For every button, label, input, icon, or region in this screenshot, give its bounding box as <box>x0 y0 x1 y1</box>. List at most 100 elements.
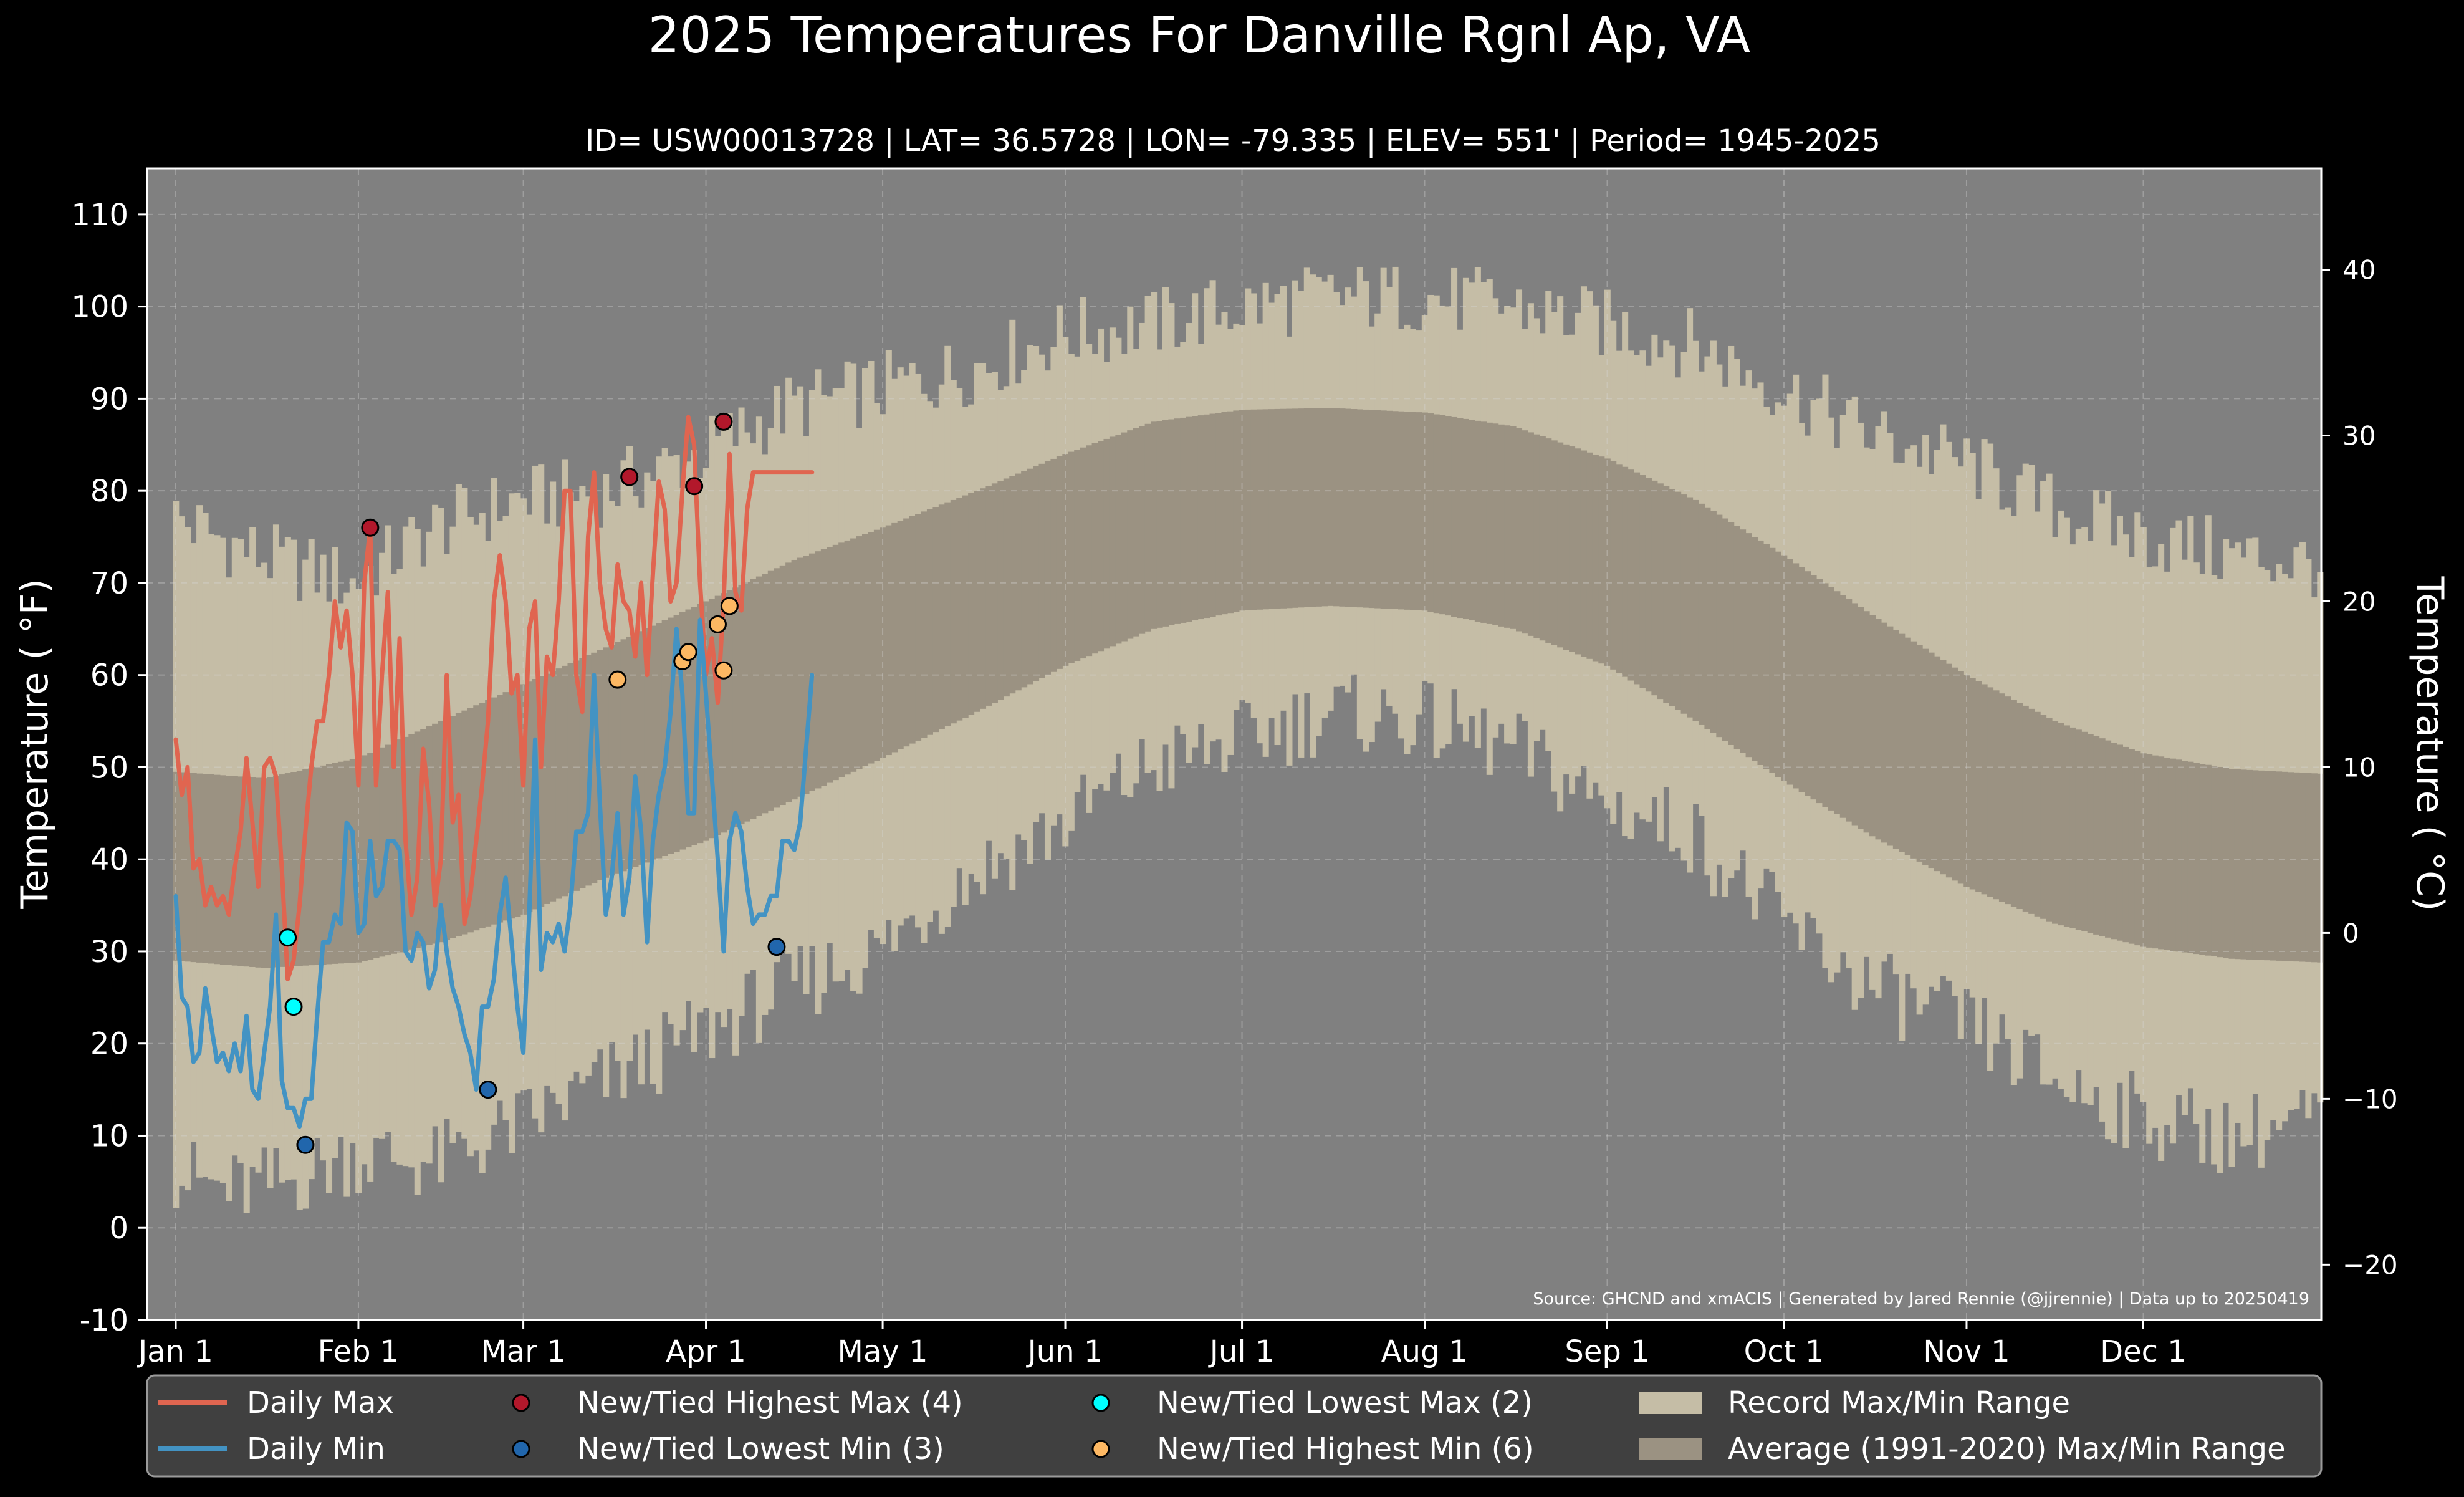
normal-range-bar <box>1327 408 1334 606</box>
normal-range-bar <box>1421 412 1428 611</box>
y-tick-label: 110 <box>71 198 128 233</box>
normal-range-bar <box>514 686 521 917</box>
normal-range-bar <box>2228 769 2235 959</box>
y2-tick-label: 30 <box>2342 421 2375 451</box>
legend-highest-min-marker <box>1091 1440 1110 1458</box>
normal-range-bar <box>1975 681 1982 892</box>
normal-range-bar <box>950 499 957 724</box>
normal-range-bar <box>1616 464 1623 673</box>
normal-range-bar <box>1798 567 1805 792</box>
normal-range-bar <box>1769 547 1776 773</box>
normal-range-bar <box>891 522 898 753</box>
normal-range-bar <box>1462 418 1469 620</box>
normal-range-bar <box>420 729 427 947</box>
legend-normal-range-swatch <box>1639 1438 1702 1460</box>
normal-range-bar <box>1704 507 1711 729</box>
normal-range-bar <box>320 765 327 965</box>
normal-range-bar <box>2246 769 2253 960</box>
normal-range-bar <box>361 755 368 961</box>
y-axis-right: −20 −10 0 10 20 30 40 <box>2321 255 2398 1280</box>
x-tick-label: Jun 1 <box>1026 1334 1103 1369</box>
normal-range-bar <box>803 556 810 794</box>
normal-range-bar <box>1869 615 1876 837</box>
normal-range-bar <box>1863 611 1870 833</box>
normal-range-bar <box>1545 438 1552 643</box>
y2-tick-label: 0 <box>2342 918 2359 948</box>
normal-range-bar <box>202 774 209 963</box>
normal-range-bar <box>1722 518 1728 741</box>
normal-range-bar <box>1380 410 1387 609</box>
normal-range-bar <box>2258 770 2265 960</box>
normal-range-bar <box>980 488 987 709</box>
normal-range-bar <box>897 521 904 749</box>
plot-border <box>146 167 2323 1321</box>
legend-lowest-min: New/Tied Lowest Min (3) <box>577 1432 944 1466</box>
normal-range-bar <box>1669 489 1675 706</box>
normal-range-bar <box>1781 555 1788 781</box>
normal-range-bar <box>2122 746 2129 943</box>
normal-range-bar <box>797 557 804 797</box>
normal-range-bar <box>1828 587 1834 811</box>
normal-range-bar <box>721 593 727 833</box>
y-axis-label-left: Temperature ( °F) <box>13 579 57 910</box>
normal-range-bar <box>379 747 386 957</box>
highest-min-marker <box>720 597 739 615</box>
y-tick-label: 100 <box>71 290 128 325</box>
normal-range-bar <box>1551 440 1558 645</box>
normal-range-bar <box>880 527 886 758</box>
normal-range-bar <box>1050 458 1057 672</box>
normal-range-bar <box>2288 772 2294 961</box>
normal-range-bar <box>1239 410 1245 611</box>
normal-range-bar <box>390 742 397 954</box>
normal-range-bar <box>1162 420 1169 627</box>
normal-range-bar <box>2010 700 2017 907</box>
normal-range-bar <box>691 607 697 845</box>
normal-range-bar <box>1569 446 1576 652</box>
normal-range-bar <box>1875 619 1882 840</box>
normal-range-bar <box>1627 469 1634 681</box>
normal-range-bar <box>1598 456 1605 664</box>
normal-range-bar <box>1922 648 1929 865</box>
normal-range-bar <box>173 771 180 961</box>
normal-range-bar <box>1109 436 1116 647</box>
normal-range-bar <box>767 570 774 811</box>
y2-tick-label: −10 <box>2342 1084 2398 1114</box>
normal-range-bar <box>1451 416 1458 617</box>
lowest-min-marker <box>767 938 786 956</box>
highest-max-marker <box>620 468 639 486</box>
normal-range-bar <box>997 481 1004 700</box>
normal-range-bar <box>1928 652 1935 869</box>
normal-range-bar <box>2040 715 2047 919</box>
normal-range-bar <box>1098 441 1105 652</box>
normal-range-bar <box>1209 413 1216 617</box>
normal-range-bar <box>750 579 757 819</box>
normal-range-bar <box>1439 415 1446 615</box>
normal-range-bar <box>2281 771 2288 961</box>
normal-range-bar <box>1368 410 1375 609</box>
normal-range-bar <box>1215 413 1222 616</box>
normal-range-bar <box>2252 770 2259 960</box>
normal-range-bar <box>1168 419 1175 625</box>
normal-range-bar <box>1651 480 1658 696</box>
normal-range-bar <box>1563 444 1570 650</box>
normal-range-bar <box>355 758 362 963</box>
normal-range-bar <box>1492 423 1499 625</box>
y-tick-label: 50 <box>90 750 128 785</box>
normal-range-bar <box>1740 529 1747 753</box>
normal-range-bar <box>1474 420 1481 622</box>
x-tick-label: Nov 1 <box>1923 1334 2010 1369</box>
highest-max-marker <box>685 477 704 496</box>
normal-range-bar <box>668 617 674 854</box>
normal-range-bar <box>2081 731 2088 931</box>
normal-range-bar <box>2069 727 2076 929</box>
y-tick-label: 40 <box>90 842 128 877</box>
legend-record-range-swatch <box>1639 1392 1702 1414</box>
normal-range-bar <box>1993 690 2000 900</box>
normal-range-bar <box>337 761 344 964</box>
x-tick-label: Apr 1 <box>666 1334 746 1369</box>
normal-range-bar <box>1592 454 1599 662</box>
normal-range-bar <box>1156 421 1163 628</box>
normal-range-bar <box>2181 760 2188 953</box>
normal-range-bar <box>1015 473 1022 691</box>
normal-range-bar <box>1345 408 1351 607</box>
